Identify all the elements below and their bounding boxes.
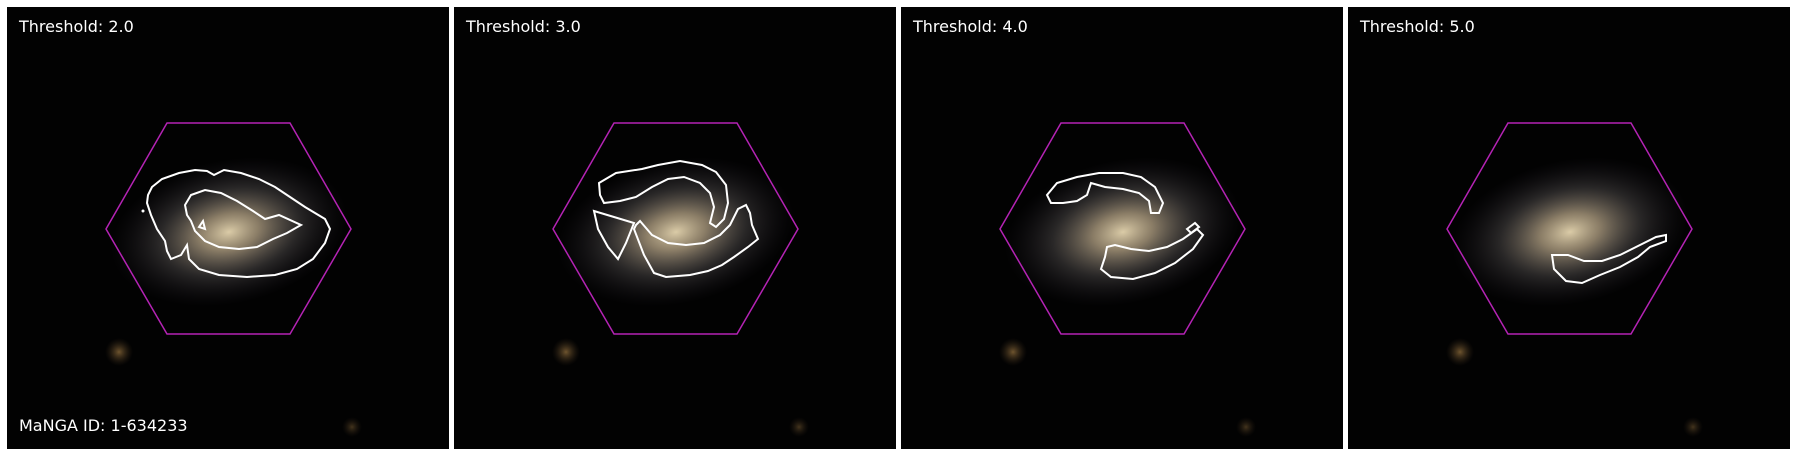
- contour-lower-arc: [1550, 233, 1667, 285]
- background-star: [1683, 417, 1703, 437]
- background-star: [342, 417, 362, 437]
- galaxy-glow: [557, 157, 795, 307]
- contour-lower-arc: [592, 203, 760, 279]
- contour-inner: [183, 188, 304, 251]
- background-star: [105, 338, 133, 366]
- contour-outer: [145, 168, 332, 279]
- contour-island: [197, 218, 207, 231]
- threshold-label: Threshold: 4.0: [913, 17, 1028, 36]
- panel-threshold-4: Threshold: 4.0: [901, 7, 1343, 449]
- galaxy-id-label: MaNGA ID: 1-634233: [19, 416, 188, 435]
- contour-dot: [141, 209, 145, 213]
- galaxy-glow: [1451, 157, 1689, 307]
- contour-upper-arc: [597, 159, 730, 229]
- ifu-hexagon: [1446, 122, 1693, 335]
- ifu-hexagon: [552, 122, 799, 335]
- contour-small-loop: [1185, 221, 1201, 235]
- galaxy-glow: [110, 157, 348, 307]
- ifu-hexagon: [999, 122, 1246, 335]
- galaxy-image: [999, 122, 1256, 437]
- threshold-label: Threshold: 3.0: [466, 17, 581, 36]
- ifu-hexagon: [105, 122, 352, 335]
- galaxy-image: [1446, 122, 1703, 437]
- panel-threshold-3: Threshold: 3.0: [454, 7, 896, 449]
- background-star: [789, 417, 809, 437]
- background-star: [1236, 417, 1256, 437]
- galaxy-image: [552, 122, 809, 437]
- panel-threshold-5: Threshold: 5.0: [1348, 7, 1790, 449]
- background-star: [999, 338, 1027, 366]
- contour-upper-arc: [1045, 172, 1165, 214]
- galaxy-image: [105, 122, 362, 437]
- threshold-label: Threshold: 2.0: [19, 17, 134, 36]
- galaxy-glow: [1004, 157, 1242, 307]
- panel-threshold-2: Threshold: 2.0 MaNGA ID: 1-634233: [7, 7, 449, 449]
- threshold-label: Threshold: 5.0: [1360, 17, 1475, 36]
- contour-lower-arc: [1099, 227, 1205, 281]
- background-star: [1446, 338, 1474, 366]
- background-star: [552, 338, 580, 366]
